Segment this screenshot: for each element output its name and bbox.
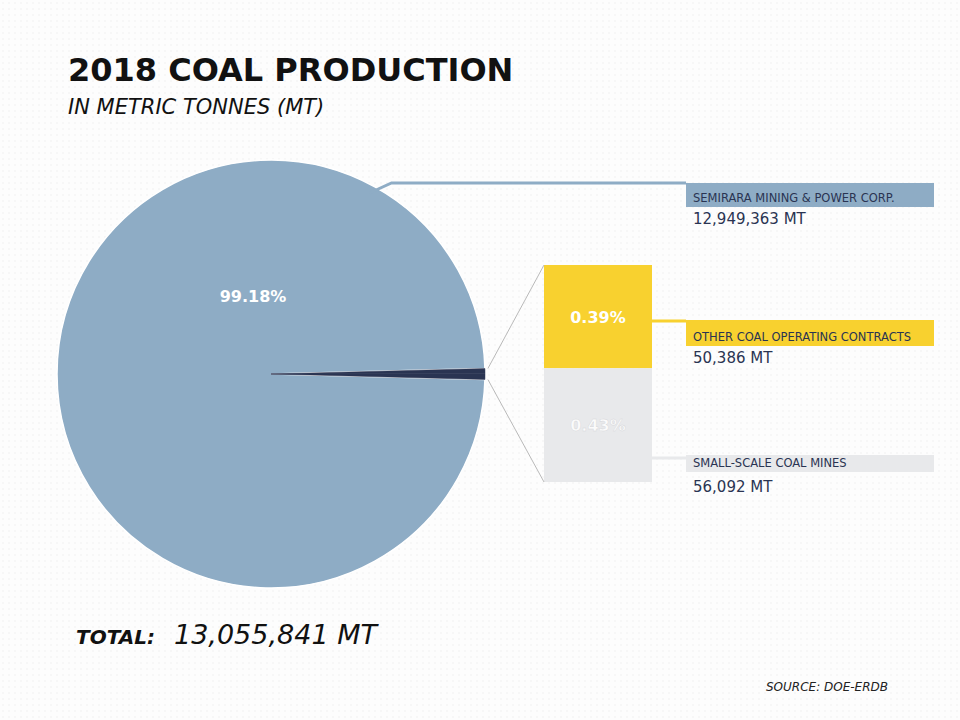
callout-line	[370, 183, 686, 193]
category-label: SMALL-SCALE COAL MINES	[693, 456, 847, 470]
breakout-segment	[544, 265, 652, 368]
source: SOURCE: DOE-ERDB	[766, 680, 888, 694]
legend-swatch	[686, 455, 934, 472]
legend-swatch	[686, 183, 934, 207]
value-label: 56,092 MT	[693, 478, 773, 496]
category-label: OTHER COAL OPERATING CONTRACTS	[693, 330, 911, 344]
callout-line	[652, 320, 686, 323]
total-value: 13,055,841 MT	[174, 619, 379, 650]
chart: 2018 COAL PRODUCTION IN METRIC TONNES (MT…	[0, 0, 960, 720]
legend-swatch	[686, 320, 934, 346]
value-label: 12,949,363 MT	[693, 210, 807, 228]
breakout-bar	[544, 265, 652, 482]
value-label: 50,386 MT	[693, 349, 773, 367]
data-label: 99.18%	[220, 287, 287, 306]
pie-slice	[271, 369, 485, 374]
total-label: TOTAL:	[76, 625, 155, 649]
title: 2018 COAL PRODUCTION	[68, 51, 513, 89]
pie-slice	[271, 374, 485, 380]
breakout-segment	[544, 368, 652, 482]
connector	[488, 265, 544, 368]
pie-slice	[57, 160, 485, 588]
data-label: 0.43%	[570, 416, 626, 435]
background	[0, 0, 960, 720]
connector	[488, 380, 544, 482]
pie	[57, 160, 485, 588]
data-label: 0.39%	[570, 308, 626, 327]
subtitle: IN METRIC TONNES (MT)	[68, 95, 324, 119]
callout-line	[652, 457, 686, 460]
category-label: SEMIRARA MINING & POWER CORP.	[693, 191, 895, 205]
